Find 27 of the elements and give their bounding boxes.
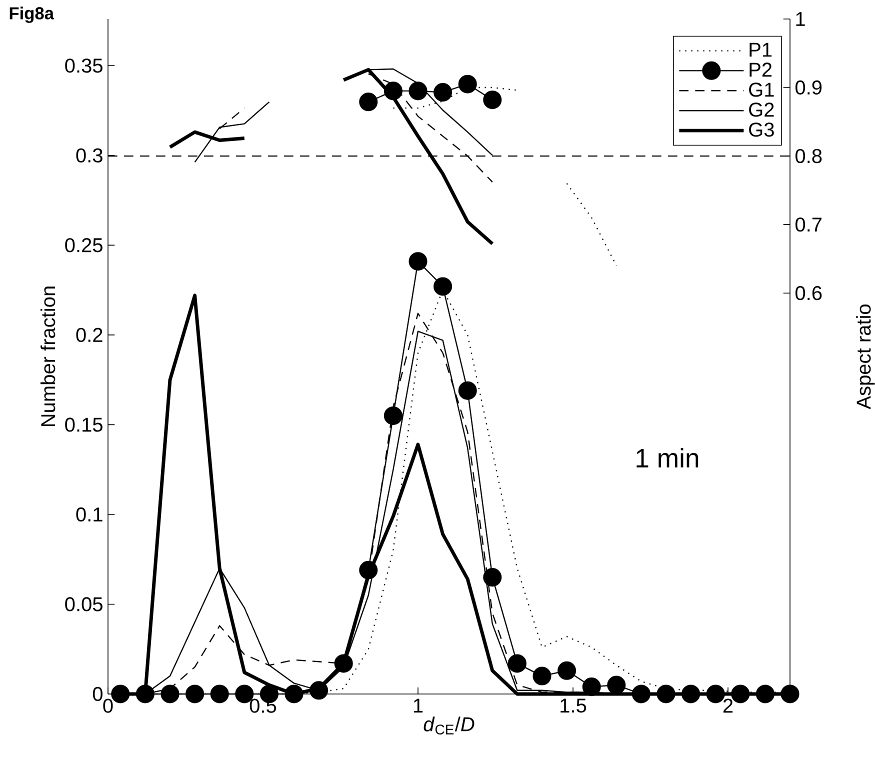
legend-label: G1 xyxy=(749,82,774,97)
y-axis-title: Number fraction xyxy=(40,286,56,426)
x-tick-label: 1 xyxy=(414,698,423,712)
y2-tick-label: 0.7 xyxy=(795,217,822,232)
y-tick-label: 0.2 xyxy=(76,328,102,342)
y-tick-label: 0.05 xyxy=(65,597,102,612)
y-tick-label: 0.25 xyxy=(65,238,102,252)
legend-label: P2 xyxy=(750,62,772,77)
y-tick-label: 0.15 xyxy=(65,418,102,432)
y2-tick-label: 0.8 xyxy=(795,148,822,164)
y2-tick-label: 1 xyxy=(796,12,805,26)
chart-title: Fig8a xyxy=(10,6,54,23)
x-tick-label: 0 xyxy=(103,698,113,713)
legend-label: G3 xyxy=(749,122,774,137)
y2-tick-label: 0.9 xyxy=(795,80,822,95)
legend-label: P1 xyxy=(750,42,772,57)
x-tick-label: 1.5 xyxy=(560,698,586,713)
y-tick-label: 0.35 xyxy=(65,58,102,73)
legend-label: G2 xyxy=(749,102,774,117)
y2-tick-label: 0.6 xyxy=(795,286,822,300)
y-tick-label: 0 xyxy=(92,686,102,702)
y-tick-label: 0.1 xyxy=(76,507,102,522)
annotation: 1 min xyxy=(636,448,698,468)
x-axis-title: d$_{CE}$/D xyxy=(424,716,474,734)
y-tick-label: 0.3 xyxy=(76,148,102,162)
x-tick-label: 2 xyxy=(723,698,733,713)
y2-axis-title: Aspect ratio xyxy=(856,304,875,410)
